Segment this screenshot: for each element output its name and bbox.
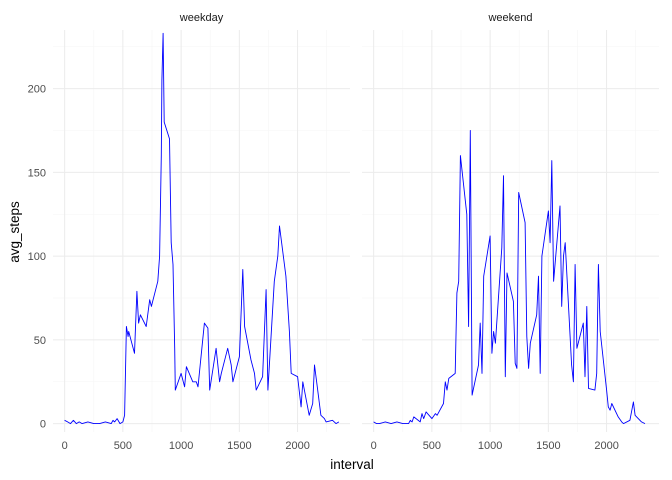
y-tick-label: 150	[28, 167, 46, 179]
x-tick-label: 2000	[594, 440, 618, 452]
x-tick-label: 1000	[478, 440, 502, 452]
x-tick-label: 0	[371, 440, 377, 452]
y-tick-label: 0	[40, 419, 46, 431]
facet-strip-label: weekend	[487, 12, 532, 24]
series-line-weekend	[373, 130, 646, 425]
series-line-weekday	[64, 32, 340, 425]
x-tick-label: 500	[114, 440, 132, 452]
panel-weekend: weekend	[362, 12, 659, 432]
x-axis-title: interval	[330, 457, 374, 472]
y-tick-label: 200	[28, 84, 46, 96]
x-tick-label: 1000	[169, 440, 193, 452]
panel-weekday: weekday	[53, 12, 350, 432]
facet-strip-label: weekday	[179, 12, 224, 24]
x-tick-label: 0	[62, 440, 68, 452]
x-tick-label: 2000	[285, 440, 309, 452]
x-tick-label: 1500	[536, 440, 560, 452]
y-axis-title: avg_steps	[7, 201, 22, 263]
x-tick-label: 500	[423, 440, 441, 452]
x-tick-label: 1500	[227, 440, 251, 452]
y-tick-label: 100	[28, 251, 46, 263]
y-tick-label: 50	[34, 335, 46, 347]
